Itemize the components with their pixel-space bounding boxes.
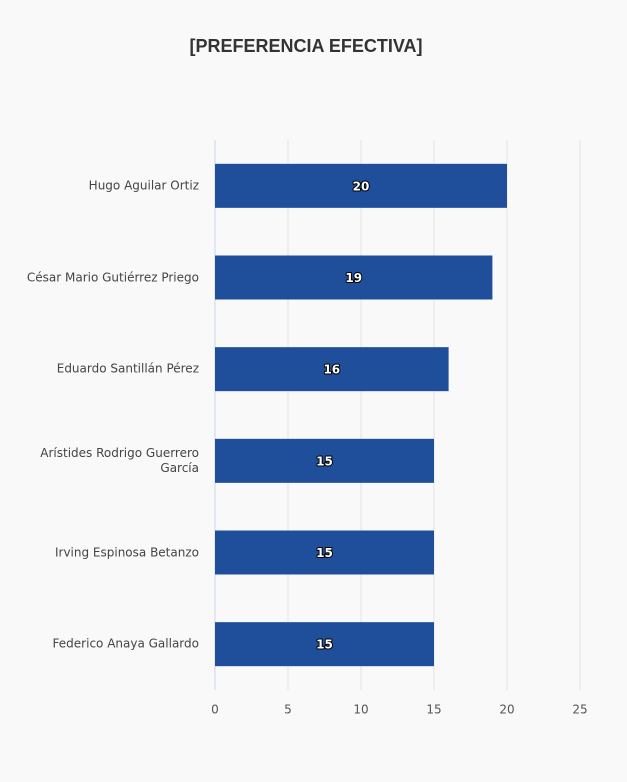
bar (215, 530, 434, 575)
data-label: 16 (323, 363, 340, 377)
data-label: 15 (316, 546, 333, 560)
chart-title: [PREFERENCIA EFECTIVA] (189, 36, 423, 56)
x-tick-label: 15 (426, 703, 441, 717)
data-label: 15 (316, 454, 333, 468)
y-tick-label: Arístides Rodrigo Guerrero García (40, 445, 199, 475)
y-tick-label: César Mario Gutiérrez Priego (26, 270, 199, 284)
x-tick-label: 20 (499, 703, 514, 717)
y-tick-label: Eduardo Santillán Pérez (56, 361, 199, 376)
bar (215, 255, 493, 300)
data-label: 19 (345, 271, 362, 285)
y-tick-label: Federico Anaya Gallardo (52, 636, 199, 651)
bar (215, 163, 507, 208)
bar (215, 347, 449, 392)
bar (215, 438, 434, 483)
data-label: 20 (353, 179, 370, 193)
bar (215, 622, 434, 667)
x-tick-label: 10 (353, 703, 368, 717)
x-tick-label: 25 (572, 703, 587, 717)
x-tick-label: 0 (211, 703, 219, 717)
y-tick-label: Hugo Aguilar Ortiz (88, 178, 199, 193)
y-tick-label: Irving Espinosa Betanzo (54, 545, 199, 559)
data-label: 15 (316, 638, 333, 652)
x-tick-label: 5 (284, 703, 292, 717)
